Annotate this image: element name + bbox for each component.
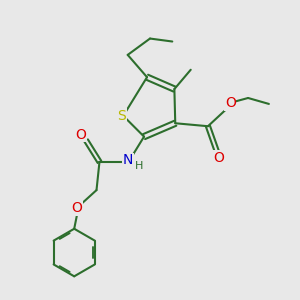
Text: O: O — [213, 151, 224, 165]
Text: S: S — [117, 109, 126, 123]
Text: H: H — [135, 161, 143, 171]
Text: N: N — [122, 153, 133, 167]
Text: O: O — [225, 96, 236, 110]
Text: O: O — [72, 201, 83, 215]
Text: O: O — [75, 128, 86, 142]
